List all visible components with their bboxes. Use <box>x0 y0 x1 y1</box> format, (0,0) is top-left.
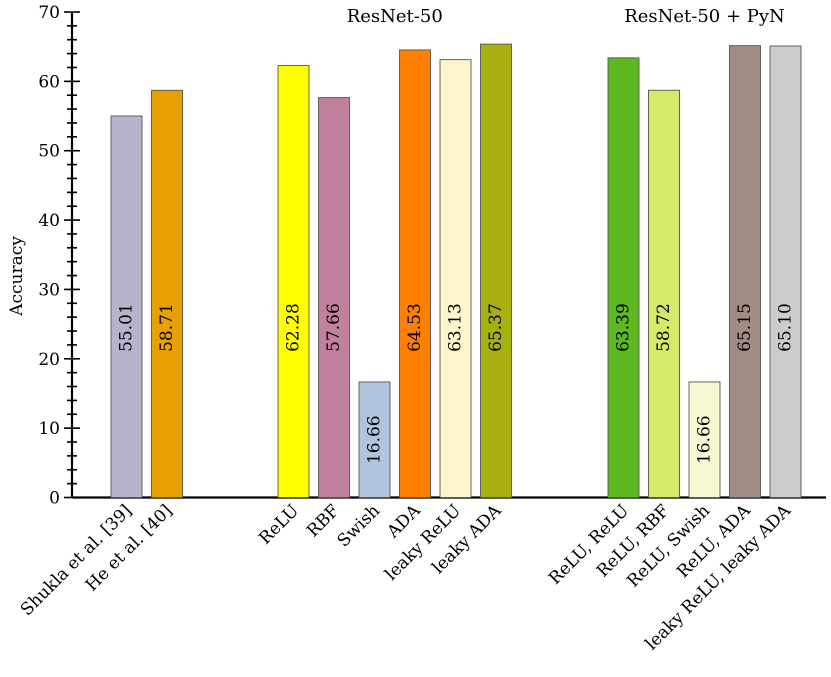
bar-value-label: 57.66 <box>324 303 344 352</box>
y-axis-title: Accuracy <box>7 236 27 317</box>
bar-value-label: 63.13 <box>446 303 466 352</box>
bar-value-label: 55.01 <box>117 303 137 352</box>
bar <box>399 49 431 498</box>
category-label: ReLU <box>255 501 303 549</box>
category-label: Swish <box>334 501 384 551</box>
y-tick-label: 10 <box>38 419 60 439</box>
y-tick-label: 50 <box>38 142 60 162</box>
bar-value-label: 63.39 <box>614 303 634 352</box>
bar-value-label: 65.15 <box>735 303 755 352</box>
bar <box>439 59 472 498</box>
y-tick-label: 40 <box>38 211 60 231</box>
bar-value-label: 65.37 <box>486 303 506 352</box>
bar <box>480 43 512 498</box>
bar-value-label: 64.53 <box>405 303 425 352</box>
y-tick-label: 20 <box>38 350 60 370</box>
group-title: ResNet-50 + PyN <box>624 6 785 27</box>
y-tick-label: 60 <box>38 72 60 92</box>
bar-value-label: 16.66 <box>695 415 715 464</box>
bar <box>358 381 391 498</box>
group-title: ResNet-50 <box>347 6 443 27</box>
y-tick-label: 0 <box>49 489 60 509</box>
bar <box>318 97 350 498</box>
bars <box>110 43 802 498</box>
bar <box>688 381 721 498</box>
bar-value-label: 58.72 <box>654 303 674 352</box>
bar <box>769 45 802 498</box>
y-tick-label: 70 <box>38 3 60 23</box>
bar <box>277 65 310 498</box>
bar <box>151 89 183 498</box>
bar <box>729 45 761 498</box>
bar <box>110 115 143 498</box>
bar <box>607 57 640 498</box>
bar-value-label: 16.66 <box>365 415 385 464</box>
bar <box>648 89 680 498</box>
bar-value-label: 62.28 <box>284 303 304 352</box>
bar-value-label: 58.71 <box>157 303 177 352</box>
bar-value-label: 65.10 <box>776 303 796 352</box>
y-tick-label: 30 <box>38 280 60 300</box>
